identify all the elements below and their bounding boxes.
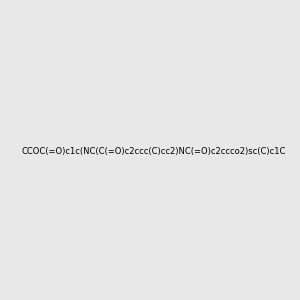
Text: CCOC(=O)c1c(NC(C(=O)c2ccc(C)cc2)NC(=O)c2ccco2)sc(C)c1C: CCOC(=O)c1c(NC(C(=O)c2ccc(C)cc2)NC(=O)c2… bbox=[22, 147, 286, 156]
